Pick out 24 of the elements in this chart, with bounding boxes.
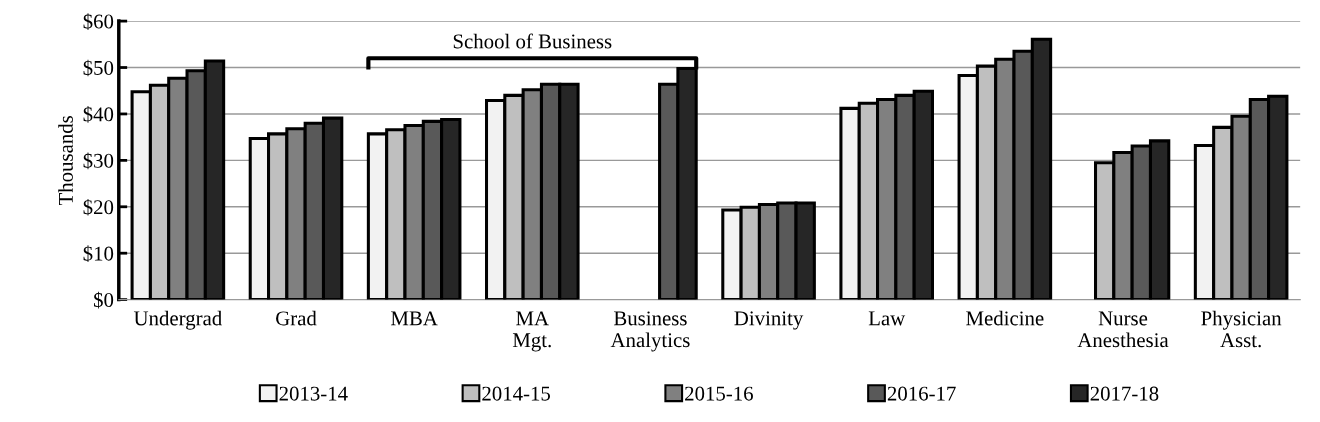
x-tick-label: Grad [276,310,317,326]
legend-label: 2017-18 [1090,386,1159,401]
x-tick-label: MA Mgt. [512,311,551,352]
x-tick-label: Medicine [966,310,1044,326]
annotation: School of Business [453,33,612,49]
y-tick-label: $50 [83,59,114,77]
x-tick-label: MBA [391,311,438,326]
y-tick-label: $20 [83,198,114,216]
y-axis-title: Thousands [58,115,73,206]
x-tick-label: Law [868,311,906,326]
x-tick-label: Divinity [734,311,804,330]
legend-label: 2014-15 [482,386,551,401]
legend-label: 2013-14 [279,386,348,401]
y-tick-label: $40 [83,106,114,123]
y-tick-label: $30 [83,152,114,170]
y-tick-label: $0 [94,291,114,309]
x-tick-label: Physician Asst. [1201,310,1282,348]
legend-label: 2016-17 [887,386,956,401]
x-tick-label: Undergrad [133,310,222,330]
y-tick-label: $60 [83,13,114,30]
x-tick-label: Business Analytics [610,311,690,352]
legend-label: 2015-16 [685,386,753,401]
x-tick-label: Nurse Anesthesia [1077,311,1169,348]
y-tick-label: $10 [83,245,114,263]
